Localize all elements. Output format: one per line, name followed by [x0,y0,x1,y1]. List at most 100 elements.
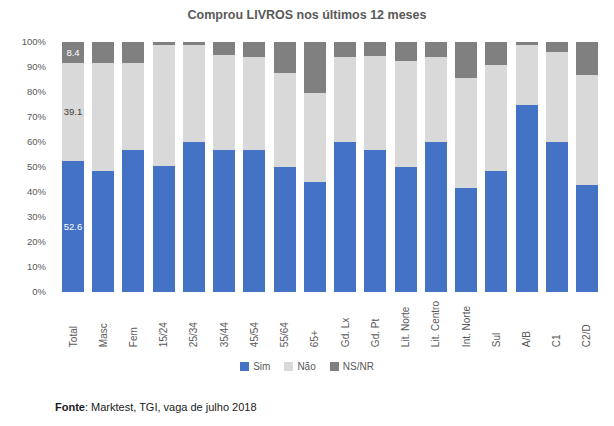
legend-swatch [284,362,293,371]
x-label-cell: 35/44 [213,301,235,347]
legend-item-ns-nr: NS/NR [330,361,374,372]
bar-segment-sim [546,142,568,292]
bar-segment-nao [213,55,235,150]
bar-segment-sim [516,105,538,293]
x-axis-label: Fem [128,301,139,347]
chart-page: Comprou LIVROS nos últimos 12 meses 0% 10… [0,0,614,426]
bar-segment-nsnr [364,42,386,56]
bar-segment-nsnr [213,42,235,55]
bar-segment-nao [274,73,296,167]
x-label-cell: 45/54 [243,301,265,347]
x-label-cell: 55/64 [274,301,296,347]
source-text: : Marktest, TGI, vaga de julho 2018 [85,401,257,413]
x-axis-label: A/B [521,301,532,347]
bar-35-44 [213,42,235,292]
bar-segment-nao [92,63,114,171]
x-label-cell: Lit. Centro [425,301,447,347]
bar-segment-nao [364,56,386,150]
legend-label: Sim [253,361,270,372]
data-label: 8.4 [62,42,84,63]
bar-segment-sim [92,171,114,292]
y-tick-label: 20% [0,236,46,248]
bar-segment-nsnr [546,42,568,52]
bar-segment-nao [425,57,447,142]
bar-segment-sim [243,150,265,293]
y-tick-label: 40% [0,186,46,198]
bar-segment-nsnr [92,42,114,63]
x-axis-label: Masc [98,301,109,347]
bar-segment-nao [183,45,205,143]
x-label-cell: Fem [122,301,144,347]
x-label-cell: Lit. Norte [395,301,417,347]
bar-segment-sim [364,150,386,293]
bar-gd-pt [364,42,386,292]
bar-segment-nao [153,45,175,166]
bar-segment-nao [516,45,538,105]
x-axis-label: 25/34 [188,301,199,347]
bar-segment-nsnr [183,42,205,45]
x-label-cell: Total [62,301,84,347]
bar-lit-centro [425,42,447,292]
x-axis-label: 65+ [309,301,320,347]
bar-segment-sim [183,142,205,292]
legend-label: NS/NR [343,361,374,372]
x-label-cell: Gd. Lx [334,301,356,347]
bar-masc [92,42,114,292]
legend: Sim Não NS/NR [0,361,614,372]
bar-segment-sim [455,188,477,292]
bar-segment-sim [485,171,507,292]
x-label-cell: A/B [516,301,538,347]
chart-title: Comprou LIVROS nos últimos 12 meses [0,8,614,22]
bar-int-norte [455,42,477,292]
x-axis-label: Gd. Lx [340,301,351,347]
y-tick-label: 10% [0,261,46,273]
bar-segment-nao [485,65,507,171]
bar-segment-sim [576,185,598,293]
y-tick-label: 30% [0,211,46,223]
x-axis: Total Masc Fem 15/24 25/34 35/44 45/54 55/64 65+… [56,301,604,347]
x-axis-label: 55/64 [279,301,290,347]
bar-segment-nao [243,57,265,150]
bar-segment-nao [546,52,568,142]
legend-label: Não [297,361,315,372]
y-tick-label: 0% [0,286,46,298]
bar-segment-nao [334,57,356,142]
bar-segment-nsnr [122,42,144,63]
bar-segment-sim [122,150,144,293]
x-axis-label: Lit. Norte [400,301,411,347]
bar-c1 [546,42,568,292]
data-label: 52.6 [62,161,84,293]
x-label-cell: Sul [485,301,507,347]
y-tick-label: 50% [0,161,46,173]
bar-25-34 [183,42,205,292]
y-tick-label: 100% [0,36,46,48]
x-axis-label: Gd. Pt [370,301,381,347]
bar-gd-lx [334,42,356,292]
y-tick-label: 70% [0,111,46,123]
bar-sul [485,42,507,292]
bar-15-24 [153,42,175,292]
x-axis-label: C1 [551,301,562,347]
bar-a-b [516,42,538,292]
bar-segment-nsnr [274,42,296,73]
bar-segment-nsnr [304,42,326,93]
bar-segment-nsnr [455,42,477,78]
bar-segment-sim [153,166,175,292]
bar-segment-nsnr [576,42,598,75]
y-tick-label: 90% [0,61,46,73]
x-label-cell: C1 [546,301,568,347]
x-label-cell: Gd. Pt [364,301,386,347]
x-label-cell: 15/24 [153,301,175,347]
bar-45-54 [243,42,265,292]
bar-total: 52.639.18.4 [62,42,84,292]
bar-segment-nsnr [243,42,265,57]
bar-lit-norte [395,42,417,292]
x-axis-label: 35/44 [219,301,230,347]
bar-segment-nsnr [425,42,447,57]
x-label-cell: Masc [92,301,114,347]
bar-segment-sim [274,167,296,292]
bar-segment-sim [304,182,326,292]
x-axis-label: C2/D [581,301,592,347]
bar-segment-sim [334,142,356,292]
bar-segment-nao [304,93,326,182]
